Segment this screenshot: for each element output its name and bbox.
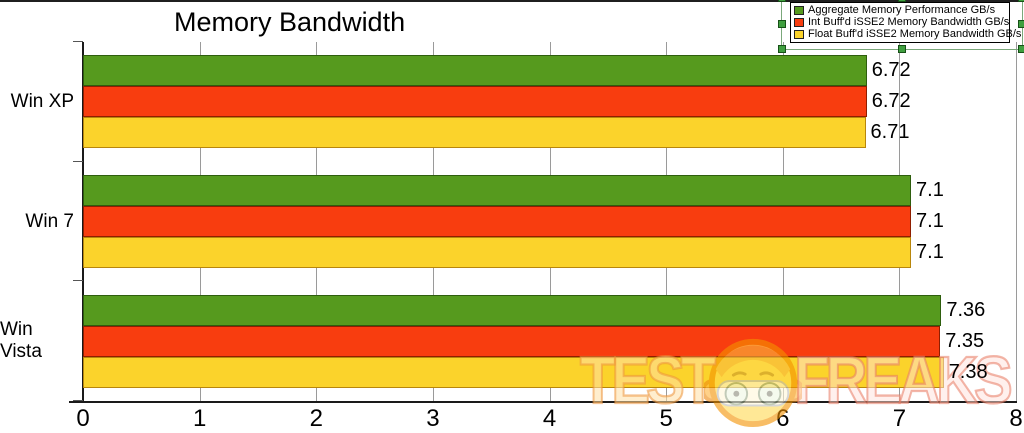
legend-label: Aggregate Memory Performance GB/s: [808, 4, 996, 17]
goggles-face-icon: [704, 338, 803, 428]
bar-group: 7.36 7.35 7.38: [83, 281, 1016, 401]
legend-label: Float Buff'd iSSE2 Memory Bandwidth GB/s: [808, 27, 1022, 40]
category-label: Win 7: [25, 210, 74, 232]
legend-swatch-green: [794, 6, 804, 16]
x-axis-tick-label: 4: [542, 405, 557, 432]
bar-group: 7.1 7.1 7.1: [83, 162, 1016, 282]
chart-title: Memory Bandwidth: [174, 7, 406, 37]
legend-item: Aggregate Memory Performance GB/s: [794, 5, 1006, 16]
bar: [83, 325, 941, 357]
bar-row: 7.1: [83, 205, 1016, 237]
bar-value-label: 6.72: [871, 59, 911, 82]
bar-row: 7.36: [83, 294, 1016, 326]
selection-handle[interactable]: [1018, 19, 1024, 28]
gridline: [1016, 42, 1017, 401]
watermark: TEST FREAKS: [579, 332, 1014, 430]
legend-item: Float Buff'd iSSE2 Memory Bandwidth GB/s: [794, 28, 1021, 40]
legend-item: Int Buff'd iSSE2 Memory Bandwidth GB/s: [794, 15, 1010, 28]
x-axis-tick-label: 2: [309, 405, 323, 432]
bar-value-label: 7.38: [948, 360, 988, 383]
x-axis-tick-label: 0: [76, 405, 90, 432]
x-axis-tick-label: 1: [192, 405, 207, 432]
x-axis-tick-label: 5: [659, 405, 673, 432]
bar-row: 7.1: [83, 174, 1016, 206]
bar: [83, 205, 912, 237]
bar-value-label: 7.1: [916, 240, 944, 263]
y-axis-tick: [73, 280, 83, 282]
category-axis-labels: Win XP Win 7 Win Vista: [0, 42, 78, 401]
bar-row: 6.72: [83, 55, 1016, 87]
bar-row: 6.72: [83, 86, 1016, 118]
x-axis-line: [69, 401, 1017, 403]
bar-row: 6.71: [83, 117, 1016, 149]
bar-row: 7.1: [83, 236, 1016, 268]
bar-value-label: 7.1: [916, 209, 944, 232]
selection-handle[interactable]: [1018, 45, 1024, 53]
selection-handle[interactable]: [898, 45, 906, 53]
legend[interactable]: Aggregate Memory Performance GB/s Int Bu…: [790, 2, 1021, 43]
legend-swatch-red: [794, 17, 804, 27]
y-axis-tick: [73, 400, 83, 401]
x-axis-tick-label: 8: [1009, 405, 1023, 432]
selection-handle[interactable]: [898, 0, 906, 2]
selection-handle[interactable]: [778, 19, 786, 28]
x-axis-tick-label: 7: [892, 405, 907, 432]
selection-handle[interactable]: [778, 0, 786, 2]
y-axis-tick: [73, 160, 83, 162]
legend-selection-box[interactable]: [778, 0, 1024, 53]
selection-handle[interactable]: [1018, 0, 1024, 2]
bar-value-label: 6.72: [871, 90, 911, 113]
category-label: Win Vista: [0, 319, 42, 363]
bar-value-label: 7.36: [946, 298, 986, 321]
selection-handle[interactable]: [778, 45, 786, 53]
watermark-text-left: TEST: [579, 343, 717, 418]
bar: [83, 174, 912, 206]
bar: [83, 86, 867, 118]
top-border-line: [0, 0, 1024, 2]
bar-value-label: 6.71: [870, 121, 910, 144]
category-label: Win XP: [10, 90, 74, 112]
legend-label: Int Buff'd iSSE2 Memory Bandwidth GB/s: [808, 15, 1010, 28]
plot-area: 6.72 6.72 6.71 7.1 7.1 7.1 7.36 7.35 7.38: [69, 41, 1017, 403]
bar-group: 6.72 6.72 6.71: [83, 42, 1016, 162]
legend-swatch-yellow: [794, 29, 804, 39]
bar: [83, 294, 942, 326]
bar-value-label: 7.1: [916, 178, 944, 201]
y-axis-tick: [73, 41, 83, 42]
bar: [83, 117, 866, 149]
watermark-text-right: FREAKS: [793, 343, 1013, 418]
bar: [83, 55, 867, 87]
bar-value-label: 7.35: [945, 329, 985, 352]
x-axis-tick-label: 3: [426, 405, 440, 432]
bar: [83, 236, 912, 268]
bar-row: 7.35: [83, 325, 1016, 357]
